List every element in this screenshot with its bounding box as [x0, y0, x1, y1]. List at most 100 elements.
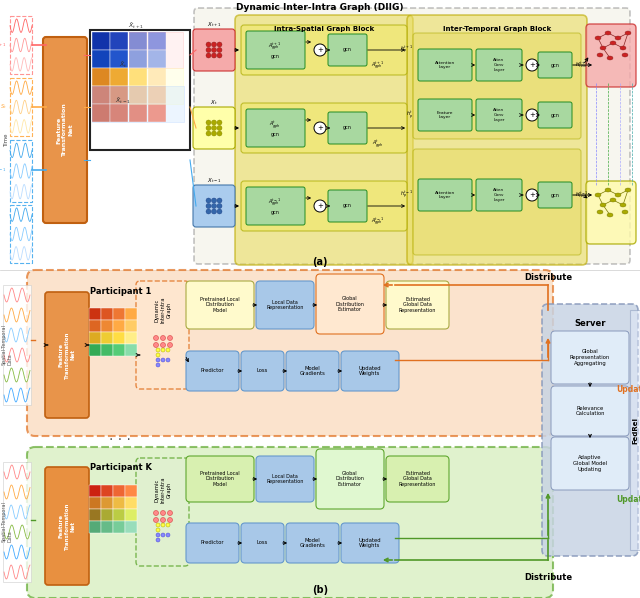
Bar [89, 320, 101, 332]
Bar [92, 86, 110, 104]
Circle shape [217, 42, 222, 47]
Bar [89, 308, 101, 320]
FancyBboxPatch shape [27, 447, 553, 598]
Text: Feature
Transformation
Net: Feature Transformation Net [59, 331, 76, 379]
Circle shape [168, 517, 173, 523]
Text: Relevance
Calculation: Relevance Calculation [575, 405, 605, 416]
Bar [10, 140, 32, 202]
Text: (b): (b) [312, 585, 328, 595]
Text: Time: Time [4, 133, 10, 147]
Bar [129, 50, 147, 68]
Circle shape [314, 44, 326, 56]
Circle shape [161, 358, 165, 362]
Text: Intra-Spatial Graph Block: Intra-Spatial Graph Block [274, 26, 374, 32]
FancyBboxPatch shape [407, 15, 587, 265]
Ellipse shape [597, 53, 603, 57]
Bar [125, 344, 137, 356]
Ellipse shape [615, 193, 621, 197]
Text: Feature
Transformation
Net: Feature Transformation Net [57, 103, 74, 157]
Circle shape [206, 126, 211, 130]
Bar [125, 521, 137, 533]
Bar [89, 521, 101, 533]
Bar [148, 104, 166, 122]
Text: Inter-Temporal Graph Block: Inter-Temporal Graph Block [443, 26, 551, 32]
Bar [125, 485, 137, 497]
FancyBboxPatch shape [551, 437, 629, 490]
Text: Distribute: Distribute [524, 273, 572, 282]
Circle shape [166, 348, 170, 352]
Text: Updated
Weights: Updated Weights [358, 365, 381, 376]
FancyBboxPatch shape [418, 179, 472, 211]
Bar [101, 344, 113, 356]
Bar [110, 32, 128, 50]
Text: $S_t$: $S_t$ [0, 102, 7, 111]
FancyBboxPatch shape [341, 523, 399, 563]
Circle shape [166, 523, 170, 527]
Text: Updated
Weights: Updated Weights [358, 538, 381, 548]
Circle shape [211, 131, 216, 136]
FancyBboxPatch shape [193, 185, 235, 227]
Text: gcn: gcn [550, 112, 559, 117]
FancyBboxPatch shape [256, 456, 314, 502]
FancyBboxPatch shape [186, 351, 239, 391]
Circle shape [217, 53, 222, 58]
Bar [110, 86, 128, 104]
FancyBboxPatch shape [586, 181, 636, 244]
Bar [10, 16, 32, 74]
FancyBboxPatch shape [186, 456, 254, 502]
FancyBboxPatch shape [256, 281, 314, 329]
FancyBboxPatch shape [246, 187, 305, 225]
Bar [129, 86, 147, 104]
Bar [89, 485, 101, 497]
Bar [125, 320, 137, 332]
FancyBboxPatch shape [538, 182, 572, 208]
Circle shape [161, 335, 166, 340]
Bar [92, 32, 110, 50]
Bar [101, 332, 113, 344]
FancyBboxPatch shape [193, 107, 235, 149]
Text: Pretrained Local
Distribution
Model: Pretrained Local Distribution Model [200, 471, 240, 487]
Circle shape [526, 59, 538, 71]
Text: Loss: Loss [257, 368, 268, 374]
Circle shape [168, 511, 173, 515]
Text: gcn: gcn [342, 203, 351, 209]
Text: +: + [529, 192, 535, 198]
Circle shape [206, 203, 211, 209]
Text: Atten
Conv
Layer: Atten Conv Layer [493, 59, 505, 72]
FancyBboxPatch shape [386, 456, 449, 502]
Text: · · ·: · · · [109, 433, 131, 447]
Text: Update: Update [616, 386, 640, 395]
FancyBboxPatch shape [241, 25, 407, 75]
Circle shape [166, 533, 170, 537]
Circle shape [154, 343, 159, 347]
Ellipse shape [610, 198, 616, 202]
Ellipse shape [625, 188, 631, 192]
Bar [10, 78, 32, 136]
Circle shape [161, 517, 166, 523]
Circle shape [166, 358, 170, 362]
Circle shape [156, 538, 160, 542]
Ellipse shape [607, 56, 613, 60]
FancyBboxPatch shape [45, 292, 89, 418]
FancyBboxPatch shape [286, 351, 339, 391]
FancyBboxPatch shape [43, 37, 87, 223]
Bar [89, 509, 101, 521]
Text: Model
Gradients: Model Gradients [300, 365, 325, 376]
Text: $H^{t+1}_{tem}$: $H^{t+1}_{tem}$ [575, 60, 589, 71]
Bar [113, 320, 125, 332]
Circle shape [156, 353, 160, 357]
FancyBboxPatch shape [328, 190, 367, 222]
FancyBboxPatch shape [241, 523, 284, 563]
Text: Local Data
Representation: Local Data Representation [266, 474, 304, 484]
Bar [89, 497, 101, 509]
Circle shape [217, 209, 222, 214]
Circle shape [206, 120, 211, 125]
Text: +: + [317, 125, 323, 131]
Text: $H^{t-1}_{tem}$: $H^{t-1}_{tem}$ [575, 190, 589, 200]
Text: Model
Gradients: Model Gradients [300, 538, 325, 548]
Text: Dynamic Inter-Intra Graph (DIIG): Dynamic Inter-Intra Graph (DIIG) [236, 4, 404, 13]
Text: $\hat{X}_{t}$: $\hat{X}_{t}$ [119, 60, 127, 71]
Text: Spatial-Temporal
Data: Spatial-Temporal Data [2, 502, 13, 542]
Circle shape [156, 348, 160, 352]
Circle shape [161, 533, 165, 537]
